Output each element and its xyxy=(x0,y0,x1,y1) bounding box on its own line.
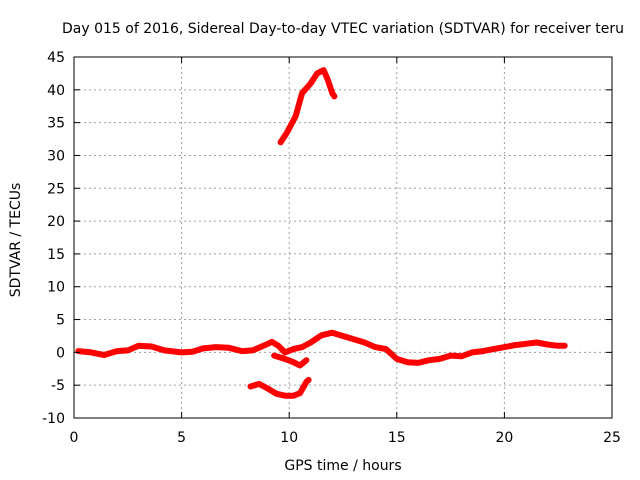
series-main xyxy=(75,329,568,366)
x-tick-label: 5 xyxy=(177,430,186,446)
plot-frame xyxy=(73,56,613,419)
x-tick-label: 0 xyxy=(70,430,79,446)
series-layer xyxy=(75,67,568,399)
grid xyxy=(74,57,612,418)
y-axis-label: SDTVAR / TECUs xyxy=(8,183,24,298)
y-tick-label: 10 xyxy=(47,280,65,296)
y-tick-label: -10 xyxy=(42,411,65,427)
x-tick-label: 20 xyxy=(495,430,513,446)
series-dip xyxy=(247,376,312,399)
x-tick-label: 25 xyxy=(603,430,621,446)
y-tick-label: 15 xyxy=(47,247,65,263)
y-tick-label: 35 xyxy=(47,116,65,132)
y-tick-label: -5 xyxy=(51,378,65,394)
y-tick-label: 30 xyxy=(47,148,65,164)
series-branch-low xyxy=(271,352,310,369)
chart-title: Day 015 of 2016, Sidereal Day-to-day VTE… xyxy=(62,21,624,37)
y-tick-label: 25 xyxy=(47,181,65,197)
y-tick-label: 5 xyxy=(56,313,65,329)
y-tick-label: 0 xyxy=(56,345,65,361)
series-high xyxy=(277,67,338,146)
x-tick-label: 10 xyxy=(280,430,298,446)
y-tick-label: 20 xyxy=(47,214,65,230)
y-tick-label: 40 xyxy=(47,83,65,99)
y-tick-label: 45 xyxy=(47,50,65,66)
x-tick-label: 15 xyxy=(388,430,406,446)
x-axis-label: GPS time / hours xyxy=(284,458,401,474)
ticks: -10 -5 0 5 10 15 20 25 30 35 40 45 0 5 10 15 20 25 xyxy=(42,50,621,446)
